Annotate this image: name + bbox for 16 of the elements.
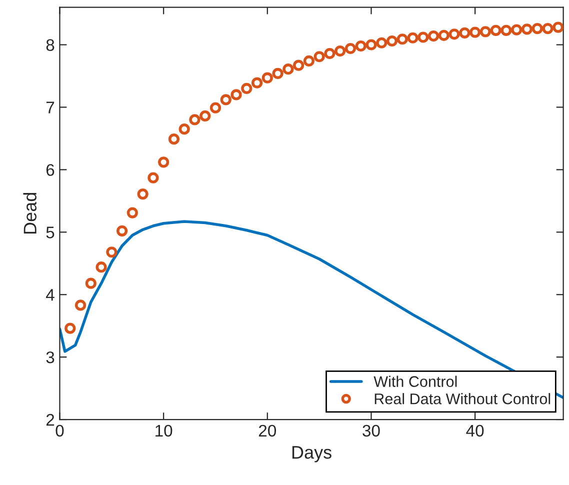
y-tick-label: 4 [46, 289, 54, 301]
legend-label: With Control [374, 376, 457, 387]
y-axis-title: Dead [23, 192, 36, 234]
y-tick-label: 5 [46, 226, 54, 238]
x-tick-label: 20 [258, 424, 276, 437]
x-tick-label: 40 [466, 424, 484, 437]
y-tick-label: 2 [46, 414, 54, 426]
y-tick-label: 6 [46, 164, 54, 176]
y-tick-label: 3 [46, 351, 54, 364]
x-axis-title: Days [292, 446, 332, 462]
y-tick-label: 7 [46, 102, 54, 114]
x-tick-label: 0 [56, 424, 64, 437]
y-tick-label: 8 [46, 39, 54, 51]
x-tick-label: 10 [156, 424, 172, 437]
x-tick-label: 30 [362, 424, 380, 437]
legend-label: Real Data Without Control [374, 393, 550, 404]
